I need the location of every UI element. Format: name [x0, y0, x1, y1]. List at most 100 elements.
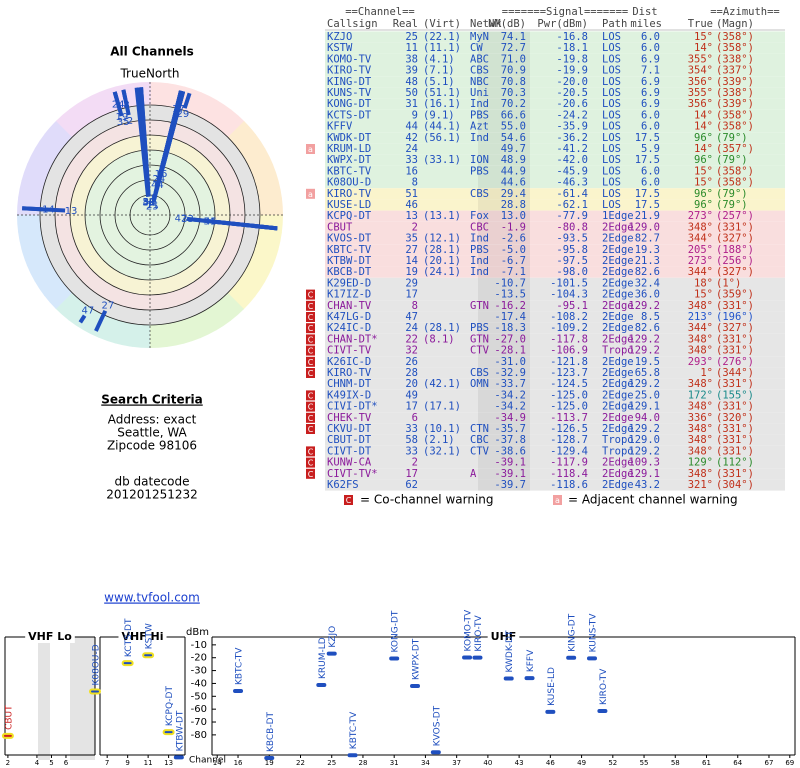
- station-bearing: [182, 92, 192, 109]
- cell-callsign: K24IC-D: [327, 322, 371, 334]
- nm-column-shade: [478, 244, 530, 256]
- cell-dist: 129.1: [628, 401, 660, 413]
- cell-true: 348°: [688, 401, 713, 413]
- station-label: KBTC-TV: [235, 647, 245, 685]
- row-background: [325, 199, 785, 211]
- nm-column-shade: [478, 289, 530, 301]
- cell-path: 2Edge: [602, 266, 634, 278]
- cell-callsign: KBTC-TV: [327, 244, 372, 256]
- cell-path: LOS: [602, 199, 621, 211]
- warning-icon: [306, 368, 315, 378]
- station-channel-label: 31: [143, 197, 156, 208]
- cell-path: 2Edge: [602, 423, 634, 435]
- station-marker: [142, 652, 155, 659]
- cell-true: 354°: [688, 65, 713, 77]
- x-axis-label: Channel: [189, 756, 226, 766]
- cell-nm: 55.0: [501, 121, 526, 133]
- cell-real: 47: [405, 311, 418, 323]
- x-tick-label: 43: [515, 759, 524, 767]
- cell-nm: 44.9: [501, 165, 526, 177]
- site-link[interactable]: www.tvfool.com: [104, 591, 200, 605]
- cell-real: 11: [405, 42, 418, 54]
- cell-callsign: CIVT-DT: [327, 445, 372, 457]
- station-channel-label: 27: [101, 300, 114, 311]
- cell-virt: (24.1): [423, 266, 461, 278]
- cell-dist: 36.0: [635, 289, 660, 301]
- cell-true: 344°: [688, 266, 713, 278]
- nm-column-shade: [478, 132, 530, 144]
- cell-virt: (20.1): [423, 255, 461, 267]
- cell-virt: (2.1): [423, 434, 455, 446]
- cell-real: 58: [405, 434, 418, 446]
- nm-column-shade: [478, 154, 530, 166]
- legend-text: = Adjacent channel warning: [568, 493, 738, 507]
- cell-real: 22: [405, 333, 418, 345]
- station-label: KBTC-TV: [349, 711, 359, 749]
- station-channel-label: 47: [82, 306, 95, 317]
- cell-pwr: -93.5: [556, 233, 588, 245]
- cell-pwr: -95.8: [556, 244, 588, 256]
- warning-letter: C: [308, 347, 314, 356]
- cell-dist: 7.1: [641, 65, 660, 77]
- cell-path: 2Edge: [602, 367, 634, 379]
- warning-letter: C: [308, 414, 314, 423]
- cell-nm: 74.1: [501, 31, 526, 43]
- cell-real: 38: [405, 53, 418, 65]
- nm-column-shade: [478, 143, 530, 155]
- station-channel-label: 2: [127, 116, 133, 127]
- station-marker: [326, 651, 337, 656]
- nm-column-shade: [478, 345, 530, 357]
- cell-magn: (79°): [716, 188, 748, 200]
- cell-magn: (79°): [716, 132, 748, 144]
- station-label: KCTS-DT: [124, 618, 134, 657]
- row-background: [325, 42, 785, 54]
- row-background: [325, 53, 785, 65]
- warning-letter: C: [308, 324, 314, 333]
- cell-dist: 129.2: [628, 423, 660, 435]
- nm-column-shade: [478, 199, 530, 211]
- x-tick-label: 4: [35, 759, 40, 767]
- cell-callsign: KBTC-TV: [327, 165, 372, 177]
- station-channel-label: 46: [204, 216, 217, 227]
- row-background: [325, 445, 785, 457]
- cell-true: 96°: [694, 199, 713, 211]
- cell-dist: 19.5: [635, 356, 660, 368]
- cell-netwk: ION: [470, 154, 489, 166]
- station-channel-label: 9: [151, 193, 157, 204]
- warning-icon: [306, 289, 315, 300]
- cell-pwr: -118.6: [550, 479, 588, 491]
- cell-path: LOS: [602, 53, 621, 65]
- cell-pwr: -125.0: [550, 389, 588, 401]
- section-title-bg: [118, 631, 167, 643]
- row-background: [325, 132, 785, 144]
- station-marker: [472, 655, 483, 660]
- row-background: [325, 311, 785, 323]
- warning-icon: [306, 300, 315, 311]
- cell-real: 2: [412, 221, 418, 233]
- cell-path: 2Edge: [602, 468, 634, 480]
- cell-true: 96°: [694, 188, 713, 200]
- nm-column-shade: [478, 401, 530, 413]
- cell-nm: -33.7: [494, 378, 526, 390]
- x-tick-label: 55: [640, 759, 649, 767]
- warning-letter: C: [308, 335, 314, 344]
- y-tick-label: -70: [191, 717, 207, 728]
- cell-nm: 70.3: [501, 87, 526, 99]
- station-bearing: [78, 314, 87, 324]
- cell-magn: (358°): [716, 165, 754, 177]
- cell-callsign: KUSE-LD: [327, 199, 371, 211]
- cell-real: 49: [405, 389, 418, 401]
- cell-nm: -39.7: [494, 479, 526, 491]
- cell-pwr: -61.4: [556, 188, 588, 200]
- y-tick-label: -10: [191, 640, 207, 651]
- cell-path: 1Edge: [602, 210, 634, 222]
- cell-pwr: -19.9: [556, 65, 588, 77]
- cell-magn: (112°): [716, 457, 754, 469]
- cell-nm: -13.5: [494, 289, 526, 301]
- station-channel-label: 13: [65, 206, 78, 217]
- cell-magn: (188°): [716, 244, 754, 256]
- cell-pwr: -62.1: [556, 199, 588, 211]
- warning-icon: [306, 345, 315, 356]
- nm-column-shade: [478, 423, 530, 435]
- cell-nm: -17.4: [494, 311, 526, 323]
